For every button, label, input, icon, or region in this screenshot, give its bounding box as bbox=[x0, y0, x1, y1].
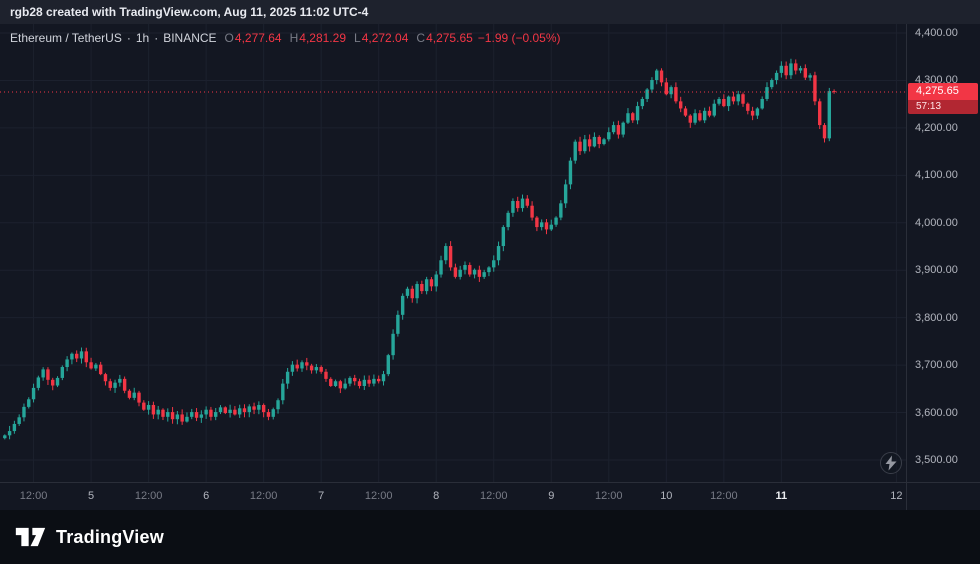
candlestick-canvas[interactable] bbox=[0, 24, 906, 482]
candles-layer bbox=[3, 58, 836, 440]
price-tick-label: 4,200.00 bbox=[915, 121, 958, 134]
scales-corner bbox=[906, 482, 980, 510]
tradingview-logo-icon bbox=[15, 527, 46, 547]
last-price-value: 4,275.65 bbox=[908, 83, 978, 101]
high-label: H bbox=[289, 31, 299, 45]
symbol-legend[interactable]: Ethereum / TetherUS · 1h · BINANCE O 4,2… bbox=[10, 31, 566, 45]
price-tick-label: 3,900.00 bbox=[915, 264, 958, 277]
market-status-button[interactable] bbox=[880, 452, 902, 474]
chart-panel: Ethereum / TetherUS · 1h · BINANCE O 4,2… bbox=[0, 24, 980, 510]
time-tick-label: 12:00 bbox=[249, 490, 278, 502]
countdown-timer: 57:13 bbox=[908, 100, 978, 115]
brand-bar: TradingView bbox=[0, 510, 980, 564]
price-scale[interactable]: 4,275.65 57:13 4,400.00 4,300.00 4,200.00 4… bbox=[906, 24, 980, 482]
open-value: 4,277.64 bbox=[234, 31, 282, 45]
time-tick-label: 8 bbox=[433, 490, 440, 502]
low-value: 4,272.04 bbox=[361, 31, 409, 45]
close-value: 4,275.65 bbox=[426, 31, 473, 45]
time-tick-label: 6 bbox=[203, 490, 210, 502]
time-tick-label: 12:00 bbox=[479, 490, 508, 502]
price-tick-label: 3,700.00 bbox=[915, 359, 958, 372]
symbol-name: Ethereum / TetherUS bbox=[10, 31, 122, 45]
price-tick-label: 4,400.00 bbox=[915, 27, 958, 40]
time-scale[interactable]: 12:00 5 12:00 6 12:00 7 12:00 8 12:00 9 12:00 10 12:… bbox=[0, 482, 906, 510]
time-tick-label: 11 bbox=[775, 490, 788, 502]
time-tick-label: 12 bbox=[890, 490, 903, 502]
time-tick-label: 7 bbox=[318, 490, 325, 502]
legend-separator: · bbox=[126, 31, 131, 45]
lightning-icon bbox=[885, 455, 897, 471]
time-tick-label: 9 bbox=[548, 490, 555, 502]
price-tick-label: 4,100.00 bbox=[915, 169, 958, 182]
attribution-text: rgb28 created with TradingView.com, Aug … bbox=[10, 5, 369, 19]
price-chart[interactable]: Ethereum / TetherUS · 1h · BINANCE O 4,2… bbox=[0, 24, 906, 482]
change-value: −1.99 (−0.05%) bbox=[477, 31, 561, 45]
time-tick-label: 12:00 bbox=[595, 490, 623, 502]
last-price-badge: 4,275.65 57:13 bbox=[908, 83, 978, 115]
low-label: L bbox=[354, 31, 361, 45]
time-tick-label: 12:00 bbox=[364, 490, 393, 502]
time-tick-label: 5 bbox=[88, 490, 95, 502]
price-tick-label: 3,500.00 bbox=[915, 454, 958, 466]
time-tick-label: 12:00 bbox=[134, 490, 163, 502]
time-tick-label: 10 bbox=[660, 490, 673, 502]
time-tick-label: 12:00 bbox=[19, 490, 48, 502]
price-tick-label: 3,600.00 bbox=[915, 406, 958, 419]
price-tick-label: 4,000.00 bbox=[915, 216, 958, 229]
high-value: 4,281.29 bbox=[299, 31, 346, 45]
interval-label: 1h bbox=[135, 31, 150, 45]
attribution-bar: rgb28 created with TradingView.com, Aug … bbox=[0, 0, 980, 24]
price-tick-label: 3,800.00 bbox=[915, 311, 958, 324]
open-label: O bbox=[224, 31, 234, 45]
tradingview-logo-link[interactable]: TradingView bbox=[14, 524, 164, 550]
brand-name: TradingView bbox=[56, 526, 164, 547]
legend-separator: · bbox=[154, 31, 159, 45]
close-label: C bbox=[416, 31, 426, 45]
time-tick-label: 12:00 bbox=[710, 490, 738, 502]
exchange-label: BINANCE bbox=[163, 31, 217, 45]
